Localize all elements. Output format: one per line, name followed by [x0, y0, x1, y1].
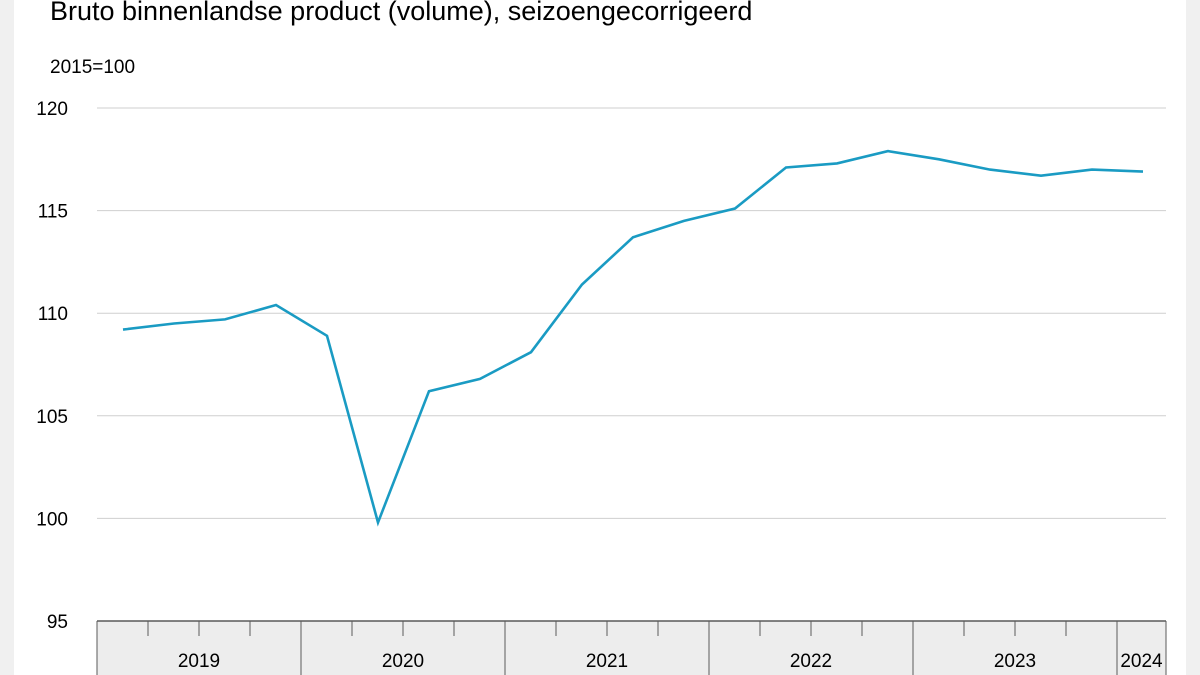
chart-card: Bruto binnenlandse product (volume), sei… — [14, 0, 1186, 675]
data-point — [785, 166, 787, 168]
data-point — [530, 351, 532, 353]
data-point — [887, 150, 889, 152]
y-tick-label: 100 — [36, 509, 68, 530]
y-tick-label: 95 — [47, 612, 68, 633]
chart-title: Bruto binnenlandse product (volume), sei… — [50, 0, 753, 26]
data-point — [1142, 170, 1144, 172]
year-label: 2024 — [1120, 651, 1163, 672]
data-point — [734, 207, 736, 209]
data-point — [326, 335, 328, 337]
year-label: 2023 — [994, 651, 1036, 672]
data-point — [989, 168, 991, 170]
x-axis-band — [97, 621, 1166, 675]
data-point — [428, 390, 430, 392]
unit-label: 2015=100 — [50, 57, 136, 78]
data-point — [224, 318, 226, 320]
year-label: 2021 — [586, 651, 628, 672]
y-tick-label: 105 — [36, 407, 68, 428]
y-tick-label: 110 — [38, 304, 68, 325]
data-point — [479, 378, 481, 380]
data-point — [122, 328, 124, 330]
data-point — [683, 220, 685, 222]
data-point — [632, 236, 634, 238]
data-point — [173, 322, 175, 324]
data-point — [1091, 168, 1093, 170]
data-point — [1040, 175, 1042, 177]
year-label: 2019 — [178, 651, 220, 672]
data-point — [938, 158, 940, 160]
data-point — [581, 283, 583, 285]
year-label: 2020 — [382, 651, 424, 672]
bbp-series-line — [122, 149, 1144, 527]
y-tick-label: 120 — [36, 99, 68, 120]
data-point — [836, 162, 838, 164]
y-tick-label: 115 — [38, 202, 68, 223]
year-label: 2022 — [790, 651, 832, 672]
data-point — [377, 521, 379, 523]
data-point — [275, 304, 277, 306]
